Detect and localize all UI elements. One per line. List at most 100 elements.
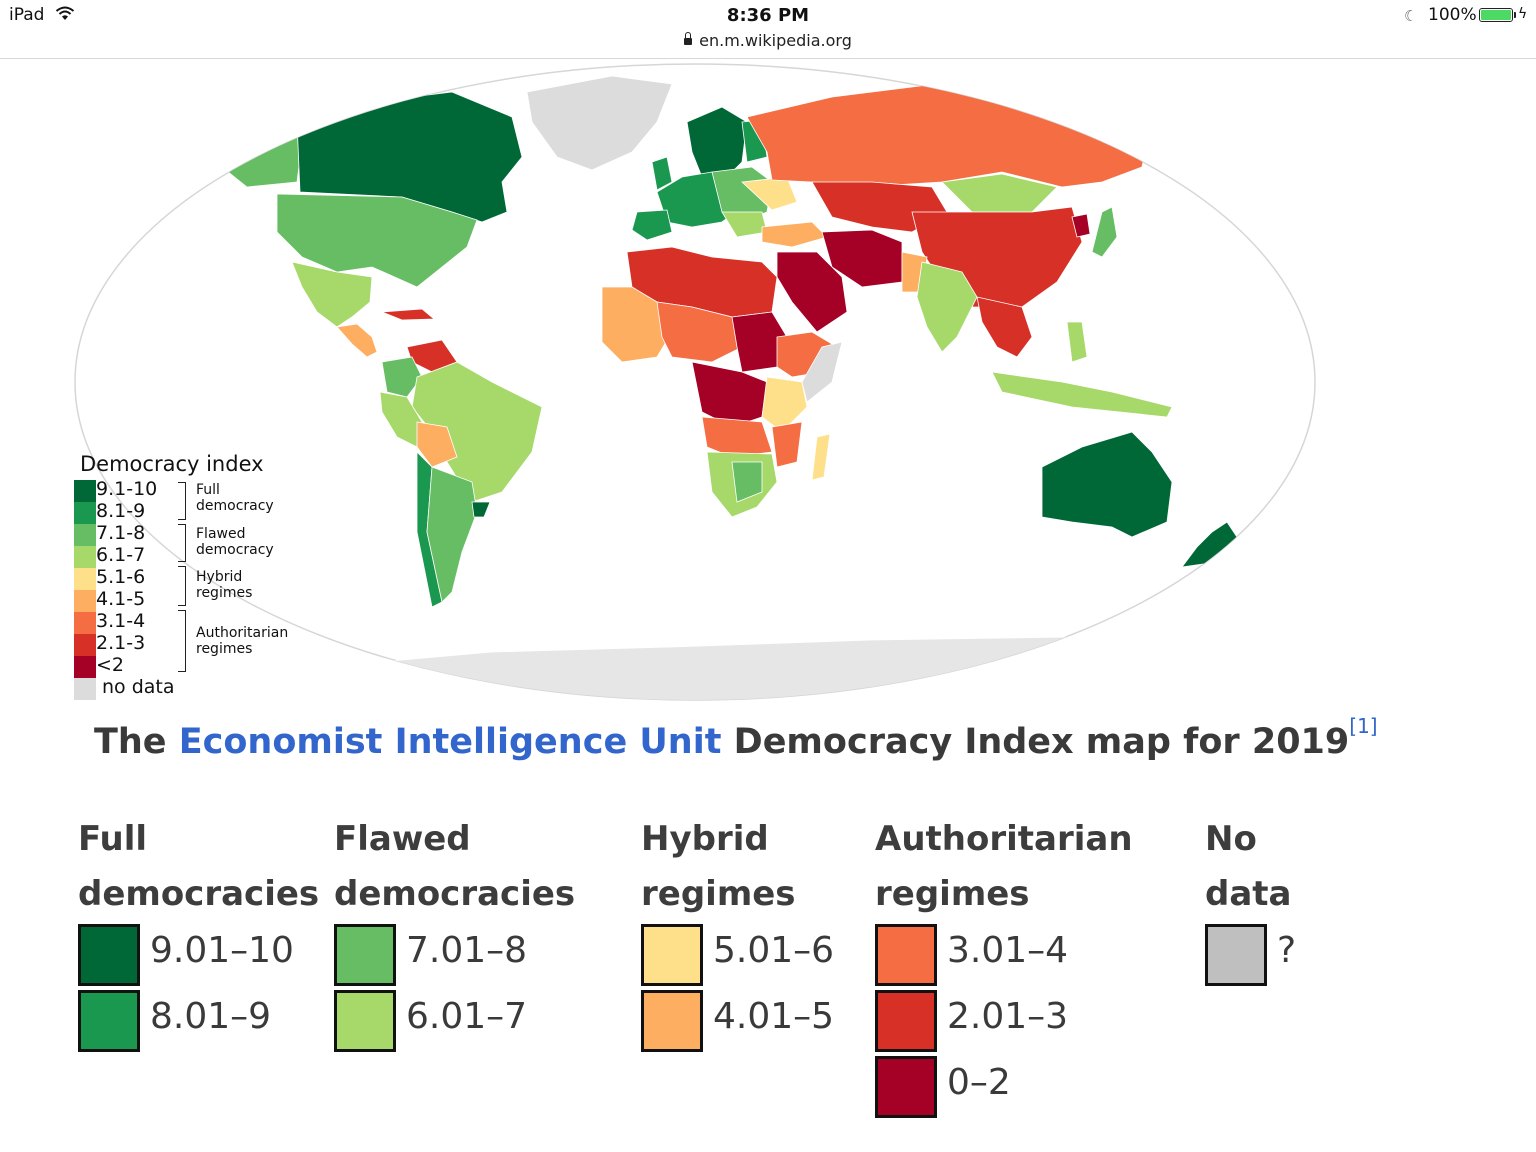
range-label: 2.01–3: [947, 996, 1069, 1037]
southeast-asia-region: [976, 296, 1033, 358]
mozambique-region: [771, 421, 803, 468]
category-title: Authoritarian regimes: [875, 819, 1133, 914]
legend-swatch: [74, 656, 96, 678]
legend-swatch: [74, 502, 96, 524]
category-authoritarian-regimes: Authoritarian regimes 3.01–4 2.01–3 0–2: [875, 812, 1175, 1118]
charging-bolt-icon: ϟ: [1518, 6, 1528, 22]
range-label: 5.01–6: [713, 930, 835, 971]
reference-link[interactable]: [1]: [1349, 714, 1378, 738]
device-name: iPad: [9, 5, 45, 25]
legend-group-full: Full democracy: [196, 482, 274, 514]
legend-bracket: [178, 524, 186, 562]
ios-status-bar: iPad 8:36 PM en.m.wikipedia.org ☾ 100% ϟ: [0, 0, 1536, 59]
color-swatch: [641, 924, 703, 986]
turkey-region: [761, 221, 828, 248]
north-korea-region: [1071, 213, 1091, 238]
legend-label: <2: [96, 654, 125, 676]
mexico-region: [291, 261, 373, 328]
argentina-region: [426, 466, 478, 603]
legend-label: 5.1-6: [96, 566, 146, 588]
legend-swatch: [74, 612, 96, 634]
legend-swatch: [74, 568, 96, 590]
category-flawed-democracies: Flawed democracies 7.01–8 6.01–7: [334, 812, 624, 1052]
map-legend: Democracy index 9.1-10 8.1-9 7.1-8 6.1-7…: [74, 452, 314, 702]
category-full-democracies: Full democracies 9.01–10 8.01–9: [78, 812, 328, 1052]
legend-group-authoritarian: Authoritarian regimes: [196, 625, 289, 657]
democracy-index-map[interactable]: Democracy index 9.1-10 8.1-9 7.1-8 6.1-7…: [72, 62, 1318, 702]
mongolia-region: [941, 173, 1058, 213]
color-swatch: [875, 990, 937, 1052]
color-swatch: [78, 924, 140, 986]
address-bar[interactable]: en.m.wikipedia.org: [0, 31, 1536, 50]
battery-percentage: 100%: [1428, 5, 1477, 25]
color-swatch: [78, 990, 140, 1052]
map-legend-title: Democracy index: [80, 452, 264, 476]
legend-bracket: [178, 566, 186, 606]
color-swatch: [875, 1056, 937, 1118]
central-america-region: [336, 323, 378, 358]
world-map-svg: [74, 63, 1316, 701]
legend-label: 8.1-9: [96, 500, 146, 522]
caption-prefix: The: [94, 722, 179, 762]
color-swatch: [1205, 924, 1267, 986]
color-swatch: [875, 924, 937, 986]
greenland-region: [526, 75, 673, 171]
color-swatch: [334, 924, 396, 986]
caption-suffix: Democracy Index map for 2019: [721, 722, 1350, 762]
category-hybrid-regimes: Hybrid regimes 5.01–6 4.01–5: [641, 812, 861, 1052]
legend-bracket: [178, 482, 186, 520]
color-swatch: [334, 990, 396, 1052]
legend-swatch: [74, 480, 96, 502]
south-africa-region: [731, 461, 763, 503]
legend-label: 7.1-8: [96, 522, 146, 544]
philippines-region: [1066, 321, 1088, 363]
category-title: Hybrid regimes: [641, 819, 796, 914]
legend-swatch: [74, 678, 96, 700]
url-text: en.m.wikipedia.org: [699, 31, 852, 50]
somalia-region: [801, 341, 843, 403]
canada-region: [296, 91, 523, 223]
lock-icon: [684, 32, 693, 45]
legend-group-flawed: Flawed democracy: [196, 526, 274, 558]
color-swatch: [641, 990, 703, 1052]
clock-time: 8:36 PM: [726, 5, 810, 26]
colombia-region: [381, 356, 423, 398]
eiu-link[interactable]: Economist Intelligence Unit: [178, 722, 722, 762]
indonesia-region: [991, 371, 1173, 418]
madagascar-region: [811, 433, 831, 481]
alaska-region: [176, 116, 303, 188]
range-label: 9.01–10: [150, 930, 294, 971]
saudi-arabia-region: [776, 251, 848, 333]
legend-bracket: [178, 610, 186, 672]
legend-group-hybrid: Hybrid regimes: [196, 569, 253, 601]
legend-swatch: [74, 590, 96, 612]
legend-label: no data: [102, 676, 175, 698]
range-label: 8.01–9: [150, 996, 272, 1037]
range-label: 0–2: [947, 1062, 1011, 1103]
range-label: 3.01–4: [947, 930, 1069, 971]
wifi-icon: [55, 6, 75, 25]
usa-region: [276, 193, 478, 288]
legend-label: 3.1-4: [96, 610, 146, 632]
japan-region: [1091, 206, 1118, 258]
legend-label: 9.1-10: [96, 478, 158, 500]
australia-region: [1041, 431, 1173, 538]
bolivia-region: [416, 421, 458, 468]
category-no-data: No data ?: [1205, 812, 1355, 986]
west-africa-region: [601, 286, 673, 363]
legend-label: 2.1-3: [96, 632, 146, 654]
category-title: Flawed democracies: [334, 819, 576, 914]
map-caption: The Economist Intelligence Unit Democrac…: [94, 714, 1378, 762]
legend-swatch: [74, 634, 96, 656]
range-label: 6.01–7: [406, 996, 528, 1037]
range-label: ?: [1277, 930, 1297, 971]
sahel-region: [656, 301, 743, 363]
range-label: 7.01–8: [406, 930, 528, 971]
uruguay-region: [471, 501, 491, 518]
iberia-region: [631, 209, 673, 241]
moon-icon: ☾: [1404, 7, 1418, 25]
cuba-region: [381, 308, 436, 321]
battery-icon: [1479, 8, 1516, 22]
uk-region: [651, 156, 673, 191]
range-label: 4.01–5: [713, 996, 835, 1037]
